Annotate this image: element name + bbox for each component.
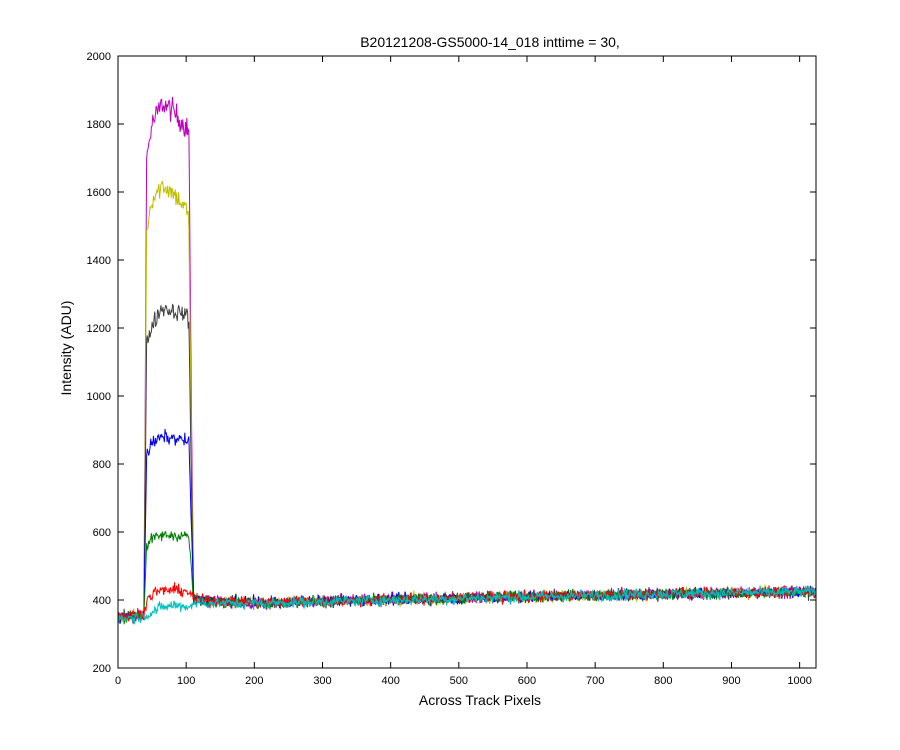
plot-area bbox=[117, 55, 817, 669]
x-tick-label: 300 bbox=[313, 675, 331, 687]
x-tick-label: 800 bbox=[654, 675, 672, 687]
x-tick-label: 700 bbox=[586, 675, 604, 687]
x-tick-label: 1000 bbox=[787, 675, 811, 687]
y-tick-label: 800 bbox=[93, 459, 111, 471]
y-tick-label: 1200 bbox=[87, 323, 111, 335]
y-axis: 200 400 600 800 1000 1200 1400 1600 1800 2000 bbox=[87, 51, 816, 675]
y-tick-label: 400 bbox=[93, 595, 111, 607]
y-tick-label: 1800 bbox=[87, 119, 111, 131]
x-tick-label: 500 bbox=[450, 675, 468, 687]
x-axis: 0 100 200 300 400 500 600 700 800 900 1000 bbox=[115, 56, 812, 687]
series-line-7 bbox=[118, 585, 816, 625]
x-tick-label: 200 bbox=[245, 675, 263, 687]
x-tick-label: 0 bbox=[115, 675, 121, 687]
x-tick-label: 400 bbox=[381, 675, 399, 687]
x-tick-label: 100 bbox=[177, 675, 195, 687]
series-line-1 bbox=[118, 96, 816, 622]
chart-title: B20121208-GS5000-14_018 inttime = 30, bbox=[360, 34, 620, 50]
x-axis-label: Across Track Pixels bbox=[419, 692, 541, 708]
series-line-6 bbox=[118, 582, 816, 623]
y-axis-label: Intensity (ADU) bbox=[58, 301, 74, 396]
x-tick-label: 600 bbox=[518, 675, 536, 687]
y-tick-label: 600 bbox=[93, 527, 111, 539]
y-tick-label: 1400 bbox=[87, 255, 111, 267]
series-line-3 bbox=[118, 303, 816, 624]
x-tick-label: 900 bbox=[722, 675, 740, 687]
y-tick-label: 200 bbox=[93, 663, 111, 675]
y-tick-label: 1600 bbox=[87, 187, 111, 199]
y-tick-label: 2000 bbox=[87, 51, 111, 63]
plot-frame bbox=[117, 55, 817, 669]
series-line-5 bbox=[118, 531, 816, 625]
series-line-2 bbox=[118, 180, 816, 622]
y-tick-label: 1000 bbox=[87, 391, 111, 403]
